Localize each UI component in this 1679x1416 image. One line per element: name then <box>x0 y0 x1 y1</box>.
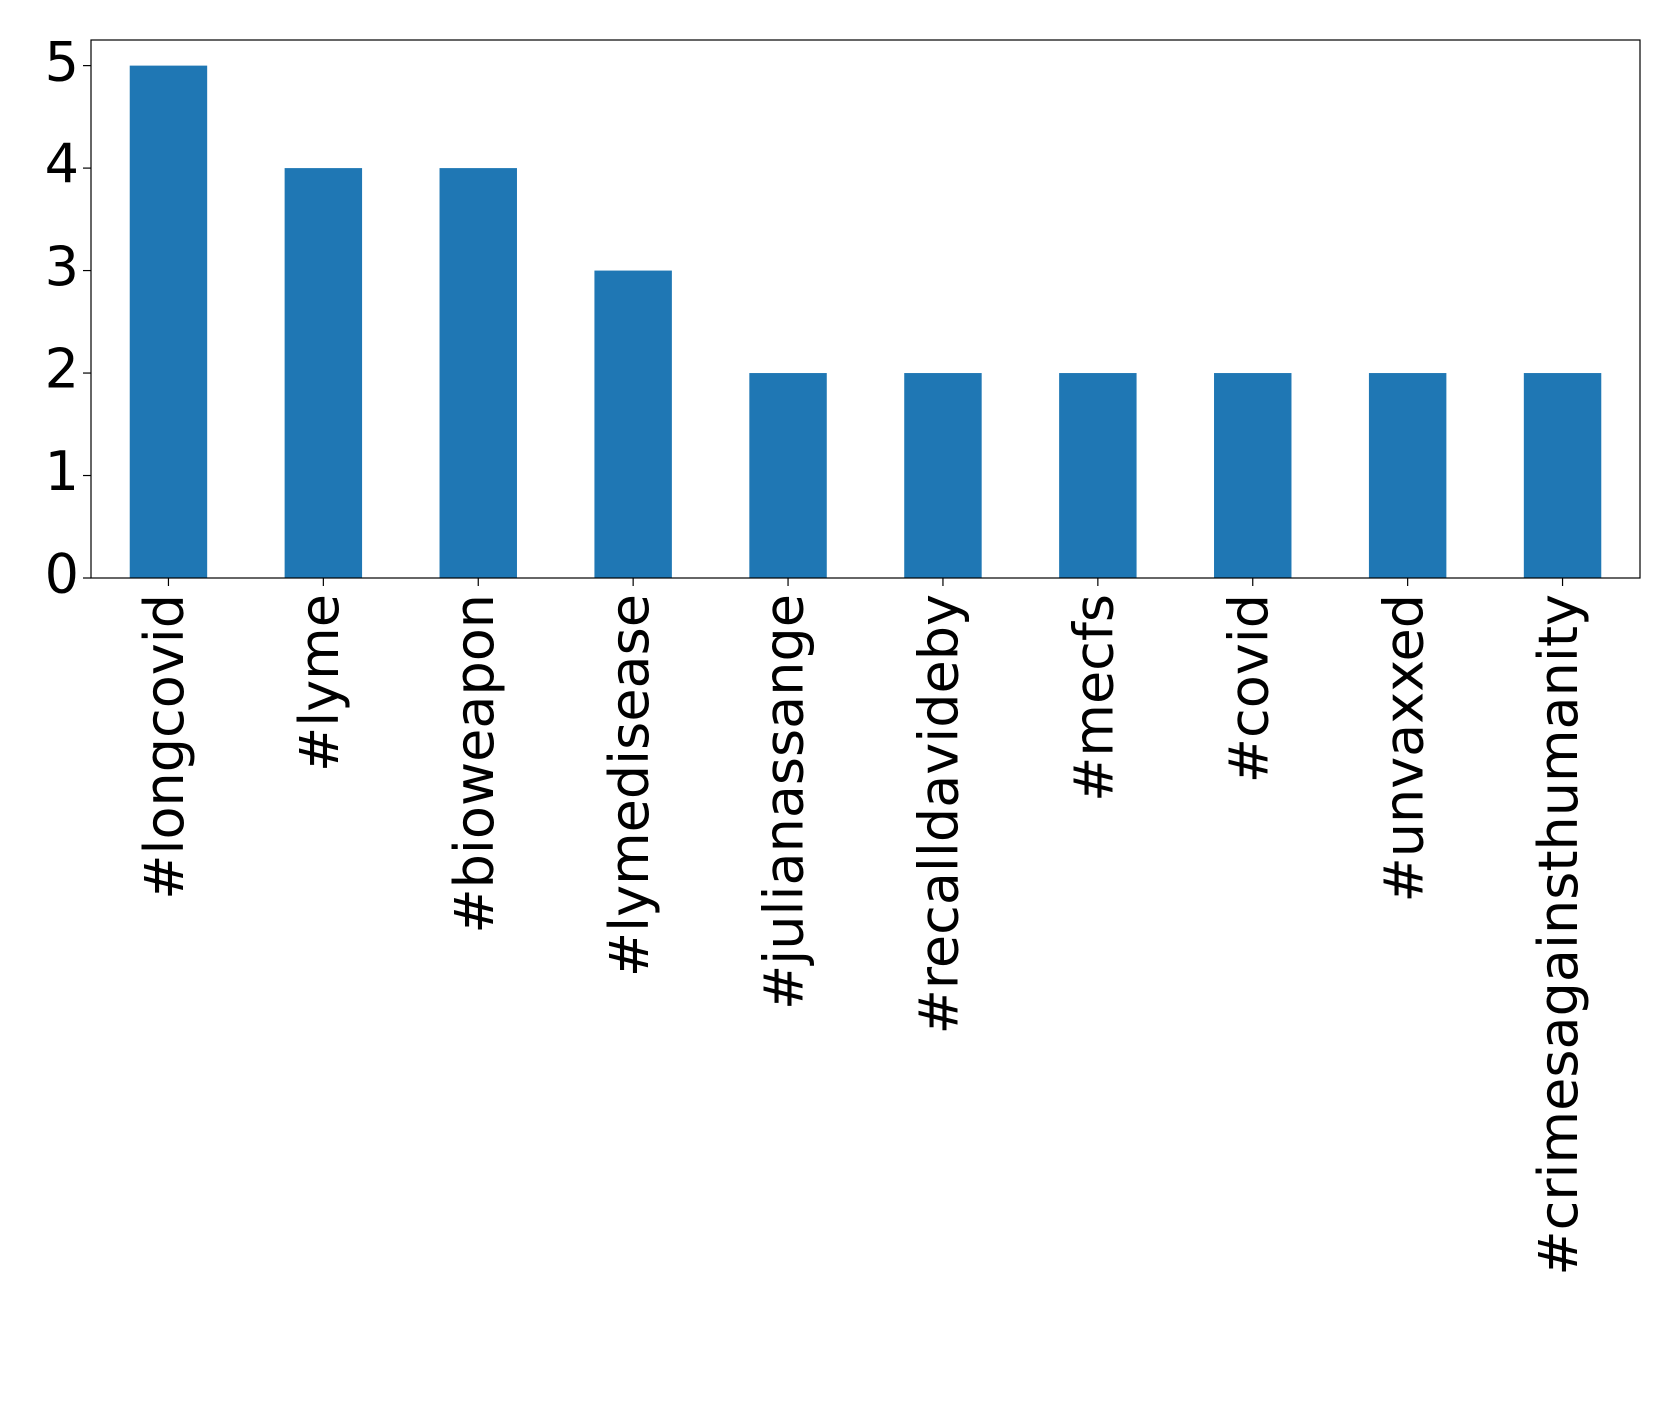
y-tick-label: 3 <box>45 235 79 298</box>
bar <box>1214 373 1292 578</box>
bar <box>1368 373 1447 578</box>
bar <box>284 168 363 578</box>
y-tick-label: 1 <box>45 440 79 503</box>
bar <box>439 168 517 578</box>
y-tick-label: 5 <box>45 30 79 93</box>
plot-frame <box>90 39 1641 579</box>
x-tick-label: #covid <box>1217 594 1280 783</box>
x-tick-label: #bioweapon <box>443 594 506 934</box>
bar <box>1523 373 1602 578</box>
y-tick-label: 2 <box>45 338 79 401</box>
x-tick-label: #longcovid <box>133 594 196 900</box>
x-tick-label: #julianassange <box>753 594 816 1010</box>
bar <box>1059 373 1137 578</box>
y-tick-label: 4 <box>45 133 79 196</box>
bar <box>594 270 672 578</box>
bar <box>129 65 208 579</box>
y-tick-label: 0 <box>45 543 79 606</box>
x-tick-label: #lyme <box>288 594 351 772</box>
bar <box>904 373 982 578</box>
x-tick-label: #mecfs <box>1062 594 1125 802</box>
x-tick-label: #recalldavideby <box>908 594 971 1034</box>
x-tick-label: #unvaxxed <box>1372 594 1435 903</box>
x-tick-label: #crimesagainsthumanity <box>1527 594 1590 1276</box>
bar <box>749 373 827 578</box>
x-tick-label: #lymedisease <box>598 594 661 977</box>
